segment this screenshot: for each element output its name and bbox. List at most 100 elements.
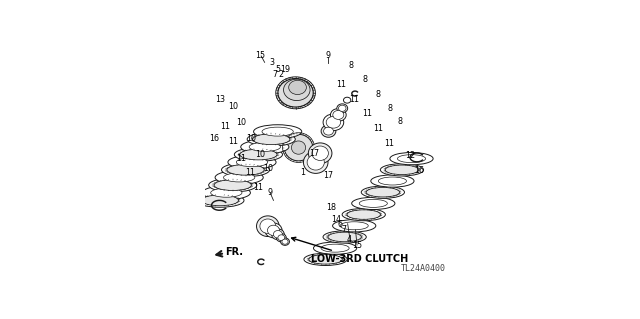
Text: 10: 10	[263, 165, 273, 174]
Ellipse shape	[324, 127, 333, 135]
Ellipse shape	[284, 134, 313, 161]
Ellipse shape	[291, 141, 306, 154]
Text: 11: 11	[373, 124, 383, 133]
Text: 19: 19	[280, 65, 290, 74]
Ellipse shape	[215, 171, 263, 184]
Text: 17: 17	[323, 171, 333, 180]
Ellipse shape	[265, 223, 282, 238]
Ellipse shape	[380, 164, 424, 176]
Ellipse shape	[228, 155, 276, 169]
Ellipse shape	[390, 152, 433, 165]
Ellipse shape	[347, 210, 381, 219]
Ellipse shape	[321, 125, 336, 137]
Text: 15: 15	[352, 241, 362, 249]
Ellipse shape	[268, 225, 280, 235]
Ellipse shape	[339, 105, 346, 111]
Ellipse shape	[247, 132, 295, 146]
Text: 15: 15	[255, 51, 266, 61]
Ellipse shape	[236, 158, 268, 167]
Text: 1: 1	[300, 168, 305, 177]
Text: 8: 8	[387, 104, 392, 113]
Text: 18: 18	[326, 203, 336, 212]
Text: 17: 17	[309, 149, 319, 158]
Ellipse shape	[214, 180, 252, 190]
Text: 6: 6	[337, 220, 342, 229]
Ellipse shape	[344, 97, 351, 103]
Ellipse shape	[287, 86, 305, 100]
Text: 16: 16	[209, 134, 220, 143]
Ellipse shape	[209, 178, 257, 192]
Text: 8: 8	[348, 61, 353, 70]
Text: 10: 10	[246, 134, 257, 143]
Ellipse shape	[371, 175, 414, 187]
Text: 16: 16	[414, 166, 424, 175]
Text: 11: 11	[253, 183, 263, 192]
Text: 8: 8	[376, 90, 380, 99]
Ellipse shape	[303, 151, 328, 174]
Ellipse shape	[304, 253, 347, 265]
Ellipse shape	[323, 231, 366, 243]
Ellipse shape	[240, 149, 277, 160]
Text: 10: 10	[228, 102, 239, 111]
Ellipse shape	[211, 188, 242, 197]
Ellipse shape	[340, 222, 368, 230]
Ellipse shape	[253, 134, 290, 145]
Text: 4: 4	[347, 235, 352, 244]
Ellipse shape	[366, 188, 399, 197]
Text: LOW-3RD CLUTCH: LOW-3RD CLUTCH	[292, 237, 408, 264]
Ellipse shape	[321, 244, 349, 252]
Text: 11: 11	[228, 137, 237, 146]
Ellipse shape	[397, 155, 426, 163]
Ellipse shape	[330, 108, 346, 121]
Ellipse shape	[378, 177, 406, 185]
Ellipse shape	[280, 238, 289, 245]
Ellipse shape	[201, 195, 239, 206]
Ellipse shape	[314, 242, 356, 254]
Ellipse shape	[333, 110, 344, 119]
Ellipse shape	[323, 114, 344, 131]
Text: 2: 2	[279, 70, 284, 79]
Ellipse shape	[262, 127, 293, 136]
Ellipse shape	[333, 220, 376, 232]
Ellipse shape	[328, 232, 362, 242]
Text: 14: 14	[332, 215, 342, 224]
Ellipse shape	[278, 235, 285, 241]
Text: 5: 5	[276, 65, 281, 74]
Text: 9: 9	[268, 188, 273, 197]
Text: 11: 11	[349, 95, 360, 104]
Ellipse shape	[241, 140, 289, 154]
Ellipse shape	[359, 199, 387, 207]
Ellipse shape	[260, 219, 276, 234]
Ellipse shape	[308, 255, 342, 264]
Ellipse shape	[385, 165, 419, 174]
Text: 10: 10	[237, 118, 246, 127]
Text: 12: 12	[405, 151, 415, 160]
Text: TL24A0400: TL24A0400	[401, 264, 446, 273]
Text: 11: 11	[245, 168, 255, 177]
Ellipse shape	[337, 104, 348, 113]
Ellipse shape	[361, 186, 404, 198]
Text: 11: 11	[336, 80, 346, 89]
Ellipse shape	[221, 163, 269, 177]
Text: FR.: FR.	[225, 248, 243, 257]
Ellipse shape	[273, 231, 282, 238]
Text: 11: 11	[237, 154, 246, 163]
Ellipse shape	[282, 239, 288, 244]
Text: 7: 7	[341, 225, 346, 234]
Ellipse shape	[271, 229, 284, 240]
Ellipse shape	[312, 146, 328, 160]
Ellipse shape	[289, 80, 307, 94]
Ellipse shape	[227, 165, 264, 175]
Ellipse shape	[257, 216, 279, 236]
Text: 11: 11	[362, 109, 372, 118]
Ellipse shape	[284, 79, 310, 100]
Text: 10: 10	[255, 150, 266, 159]
Text: 8: 8	[362, 75, 367, 84]
Ellipse shape	[307, 155, 324, 170]
Ellipse shape	[223, 173, 255, 182]
Text: 8: 8	[398, 117, 403, 126]
Text: 7: 7	[273, 70, 278, 79]
Ellipse shape	[352, 197, 395, 210]
Text: 3: 3	[269, 58, 274, 67]
Ellipse shape	[249, 142, 280, 152]
